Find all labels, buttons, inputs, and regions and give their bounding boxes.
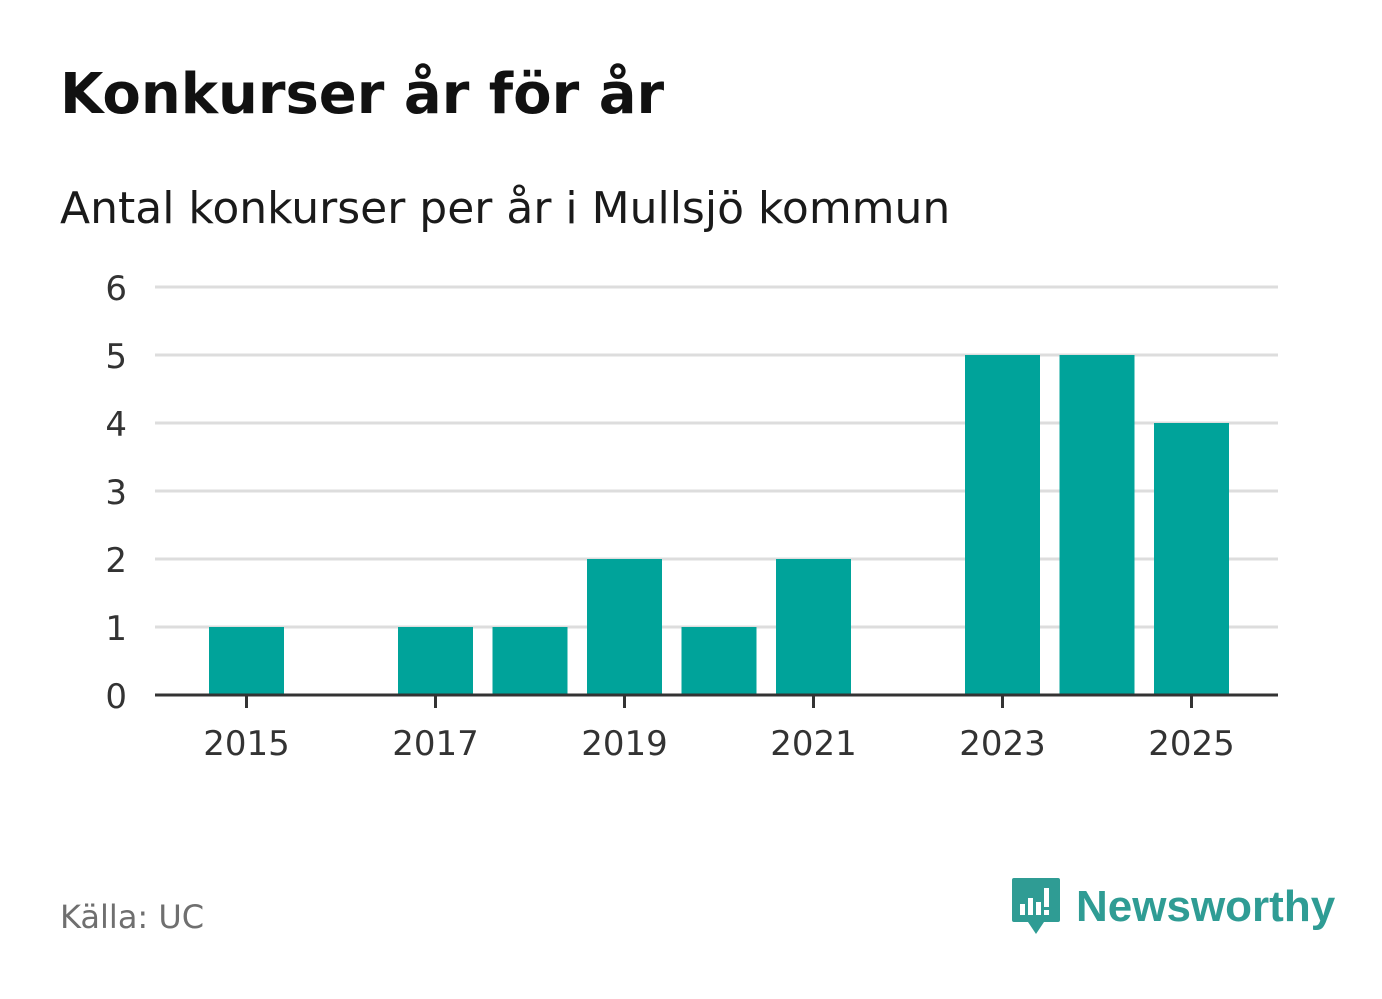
- bar-2020: [681, 627, 757, 695]
- x-axis: [155, 693, 1278, 708]
- y-tick-label: 4: [105, 405, 127, 445]
- bars: [209, 355, 1229, 695]
- bar-2021: [776, 559, 851, 695]
- bar-2024: [1059, 355, 1135, 695]
- x-axis-labels: 2015 2017 2019 2021 2023 2025: [203, 724, 1235, 764]
- bar-2025: [1154, 423, 1229, 695]
- x-tick-label: 2025: [1148, 724, 1235, 764]
- brand-name: Newsworthy: [1076, 882, 1336, 931]
- brand-logo: Newsworthy: [1010, 876, 1335, 938]
- x-tick-label: 2021: [770, 724, 857, 764]
- x-tick-label: 2019: [581, 724, 668, 764]
- x-tick-label: 2023: [959, 724, 1046, 764]
- y-tick-label: 0: [105, 677, 127, 717]
- y-axis-labels: 0 1 2 3 4 5 6: [105, 269, 127, 717]
- bar-2017: [398, 627, 473, 695]
- y-tick-label: 2: [105, 541, 127, 581]
- source-note: Källa: UC: [60, 898, 205, 936]
- y-tick-label: 6: [105, 269, 127, 309]
- bar-2019: [587, 559, 662, 695]
- y-tick-label: 3: [105, 473, 127, 513]
- bar-2015: [209, 627, 284, 695]
- x-tick-label: 2015: [203, 724, 290, 764]
- newsworthy-logo-icon: [1012, 878, 1060, 934]
- x-tick-label: 2017: [392, 724, 479, 764]
- y-tick-label: 1: [105, 609, 127, 649]
- chart-subtitle: Antal konkurser per år i Mullsjö kommun: [60, 183, 951, 234]
- bar-2018: [492, 627, 568, 695]
- chart-title: Konkurser år för år: [60, 62, 665, 127]
- bar-2023: [965, 355, 1040, 695]
- y-tick-label: 5: [105, 337, 127, 377]
